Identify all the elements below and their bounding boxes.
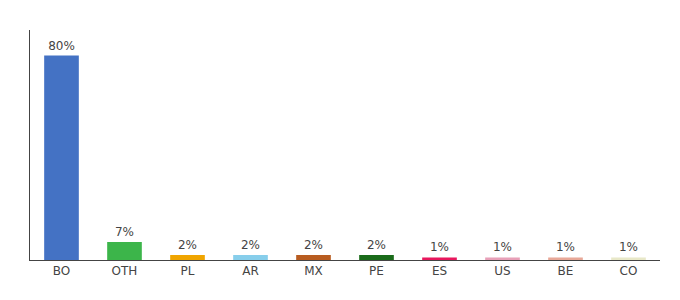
svg-text:MX: MX	[304, 264, 323, 278]
svg-text:7%: 7%	[115, 225, 134, 239]
svg-text:2%: 2%	[304, 238, 323, 252]
svg-text:2%: 2%	[241, 238, 260, 252]
svg-text:PE: PE	[369, 264, 384, 278]
svg-text:AR: AR	[242, 264, 259, 278]
svg-text:1%: 1%	[493, 240, 512, 254]
svg-text:2%: 2%	[367, 238, 386, 252]
svg-text:OTH: OTH	[112, 264, 138, 278]
svg-text:80%: 80%	[48, 39, 75, 53]
svg-text:1%: 1%	[619, 240, 638, 254]
svg-text:1%: 1%	[430, 240, 449, 254]
svg-text:ES: ES	[432, 264, 447, 278]
svg-text:2%: 2%	[178, 238, 197, 252]
svg-text:US: US	[494, 264, 510, 278]
svg-text:CO: CO	[620, 264, 638, 278]
svg-text:BO: BO	[53, 264, 70, 278]
svg-text:BE: BE	[558, 264, 574, 278]
svg-text:PL: PL	[181, 264, 195, 278]
svg-text:1%: 1%	[556, 240, 575, 254]
